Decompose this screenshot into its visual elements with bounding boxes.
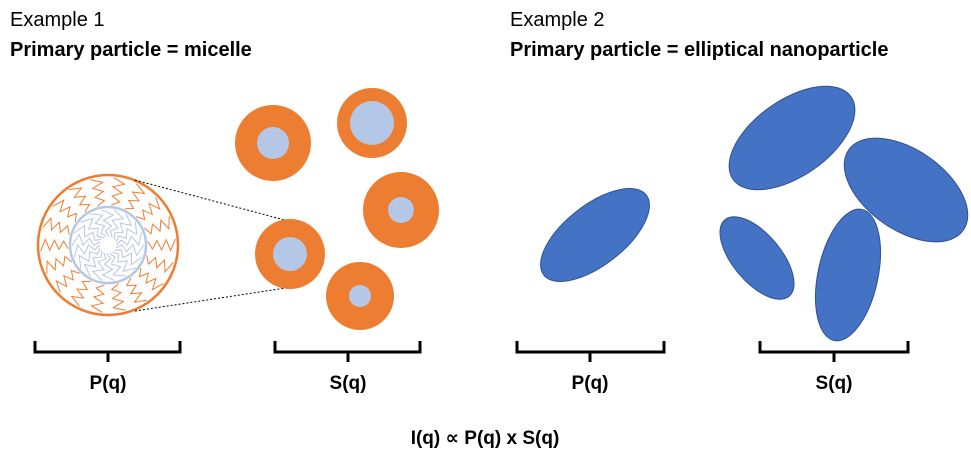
diagram: Example 1 Primary particle = micelle Exa…	[0, 0, 971, 452]
structure-factor: S(q)	[330, 373, 367, 394]
core	[273, 237, 307, 271]
nanoparticle	[525, 171, 664, 298]
core	[349, 285, 371, 307]
bracket	[275, 341, 420, 362]
equation: I(q) ∝ P(q) x S(q)	[411, 428, 560, 449]
nanoparticle	[805, 203, 892, 347]
bracket	[35, 341, 180, 362]
form-factor: P(q)	[90, 373, 127, 394]
structure-factor: S(q)	[816, 373, 853, 394]
core	[257, 127, 289, 159]
micelle-group	[235, 88, 439, 330]
example-label: Example 2	[510, 9, 605, 31]
bracket	[760, 341, 908, 362]
example-label: Example 1	[10, 9, 105, 31]
core	[350, 101, 394, 145]
bracket	[517, 341, 664, 362]
example-title: Primary particle = micelle	[10, 39, 252, 61]
nanoparticle	[711, 66, 873, 211]
nanoparticle	[706, 204, 807, 311]
micelle-shell	[38, 175, 178, 315]
example-title: Primary particle = elliptical nanopartic…	[510, 39, 889, 61]
micelle-detail	[38, 175, 178, 315]
form-factor: P(q)	[572, 373, 609, 394]
core	[388, 197, 414, 223]
